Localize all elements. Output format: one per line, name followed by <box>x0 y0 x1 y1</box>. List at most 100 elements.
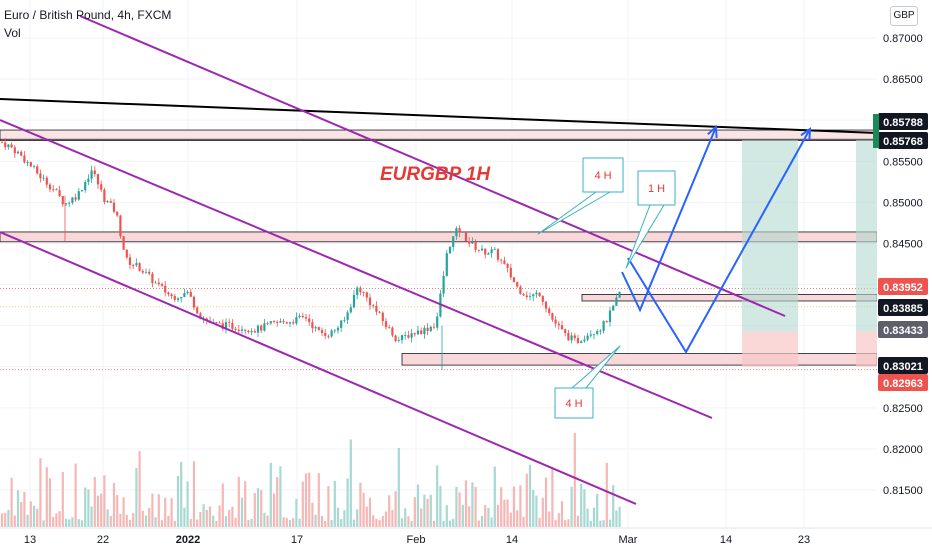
volume-bar <box>276 477 279 527</box>
candle-body <box>557 323 560 326</box>
x-tick-label: Mar <box>619 534 638 546</box>
candle-body <box>176 298 180 300</box>
channel-line-middle <box>0 119 713 419</box>
price-label-marker <box>873 114 879 148</box>
volume-bar <box>352 519 356 527</box>
volume-bar <box>509 512 512 527</box>
candle-body <box>68 202 71 204</box>
callout-4h-bottom-box <box>554 345 621 419</box>
candle-body <box>64 203 68 205</box>
candle-body <box>528 296 532 298</box>
volume-bar <box>592 507 596 527</box>
volume-bar <box>288 520 292 527</box>
candle-body <box>292 322 295 324</box>
candle-body <box>144 271 148 273</box>
candle-body <box>96 174 100 185</box>
x-tick-label: Feb <box>407 534 426 546</box>
candle-body <box>356 287 359 295</box>
candle-body <box>554 319 557 324</box>
volume-bar <box>586 508 589 527</box>
volume-bar <box>356 509 359 527</box>
volume-bar <box>138 451 141 527</box>
long-trendline <box>0 98 878 134</box>
candle-body <box>308 318 311 323</box>
candle-body <box>509 267 512 278</box>
volume-bar <box>16 490 20 527</box>
volume-bar <box>519 485 522 527</box>
arrow-head <box>800 126 812 141</box>
volume-bar <box>333 480 336 527</box>
volume-bar <box>583 489 586 527</box>
zone-band <box>581 294 878 302</box>
volume-bar <box>253 493 256 527</box>
volume-bar <box>10 477 13 527</box>
volume-bar <box>77 519 80 527</box>
volume-bar <box>157 494 160 527</box>
volume-bar <box>4 512 7 527</box>
volume-bar <box>448 520 452 527</box>
volume-bar <box>308 472 311 527</box>
price-label-box <box>878 132 928 149</box>
candle-body <box>512 277 516 282</box>
candle-body <box>157 282 160 285</box>
candle-body <box>154 282 157 284</box>
candle-body <box>573 335 576 339</box>
candle-body <box>391 327 394 336</box>
candle-body <box>263 323 266 331</box>
candle-body <box>167 292 170 295</box>
candle-body <box>455 228 458 237</box>
arrow-head <box>707 124 718 139</box>
candle-body <box>32 166 36 168</box>
currency-button[interactable]: GBP <box>890 6 918 26</box>
volume-bar <box>240 497 244 527</box>
volume-bar <box>436 465 439 527</box>
volume-bar <box>349 439 352 527</box>
x-tick-label: 23 <box>798 534 810 546</box>
volume-bar <box>247 520 250 527</box>
volume-bar <box>141 510 144 527</box>
candle-body <box>583 339 586 342</box>
price-label: 0.85768 <box>883 136 923 148</box>
volume-bar <box>58 511 61 527</box>
volume-bar <box>320 516 324 527</box>
candle-body <box>228 322 231 324</box>
candle-body <box>346 312 349 320</box>
volume-bar <box>423 494 426 527</box>
volume-bar <box>23 491 26 527</box>
volume-bar <box>42 520 45 527</box>
candle-body <box>13 147 16 154</box>
projection-arrow-1 <box>621 126 717 313</box>
candle-body <box>477 249 480 251</box>
volume-bar <box>461 504 464 527</box>
candle-body <box>400 335 404 341</box>
candle-body <box>340 320 343 328</box>
candle-body <box>599 330 602 332</box>
candle-body <box>285 322 288 324</box>
candle-body <box>519 286 522 294</box>
x-tick-label: 2022 <box>176 534 200 546</box>
volume-indicator-label[interactable]: Vol <box>4 26 21 40</box>
candle-body <box>484 248 487 255</box>
candle-body <box>576 338 580 343</box>
candle-body <box>567 332 570 341</box>
volume-bar <box>26 514 29 527</box>
candle-body <box>148 271 151 274</box>
volume-bar <box>164 497 167 527</box>
volume-bar <box>48 478 52 527</box>
volume-bar <box>474 486 477 527</box>
y-tick-label: 0.82000 <box>883 444 923 456</box>
candle-body <box>490 249 493 254</box>
candle-body <box>39 173 42 179</box>
volume-bar <box>381 515 384 527</box>
candle-body <box>231 323 234 329</box>
candle-body <box>423 327 426 335</box>
volume-bar <box>39 458 42 527</box>
candle-body <box>468 241 471 244</box>
candle-body <box>42 177 45 179</box>
annotation-title: EURGBP 1H <box>380 164 491 185</box>
candle-body <box>250 331 253 333</box>
candle-body <box>116 211 119 216</box>
volume-bar <box>464 480 468 527</box>
volume-bar <box>400 518 404 527</box>
